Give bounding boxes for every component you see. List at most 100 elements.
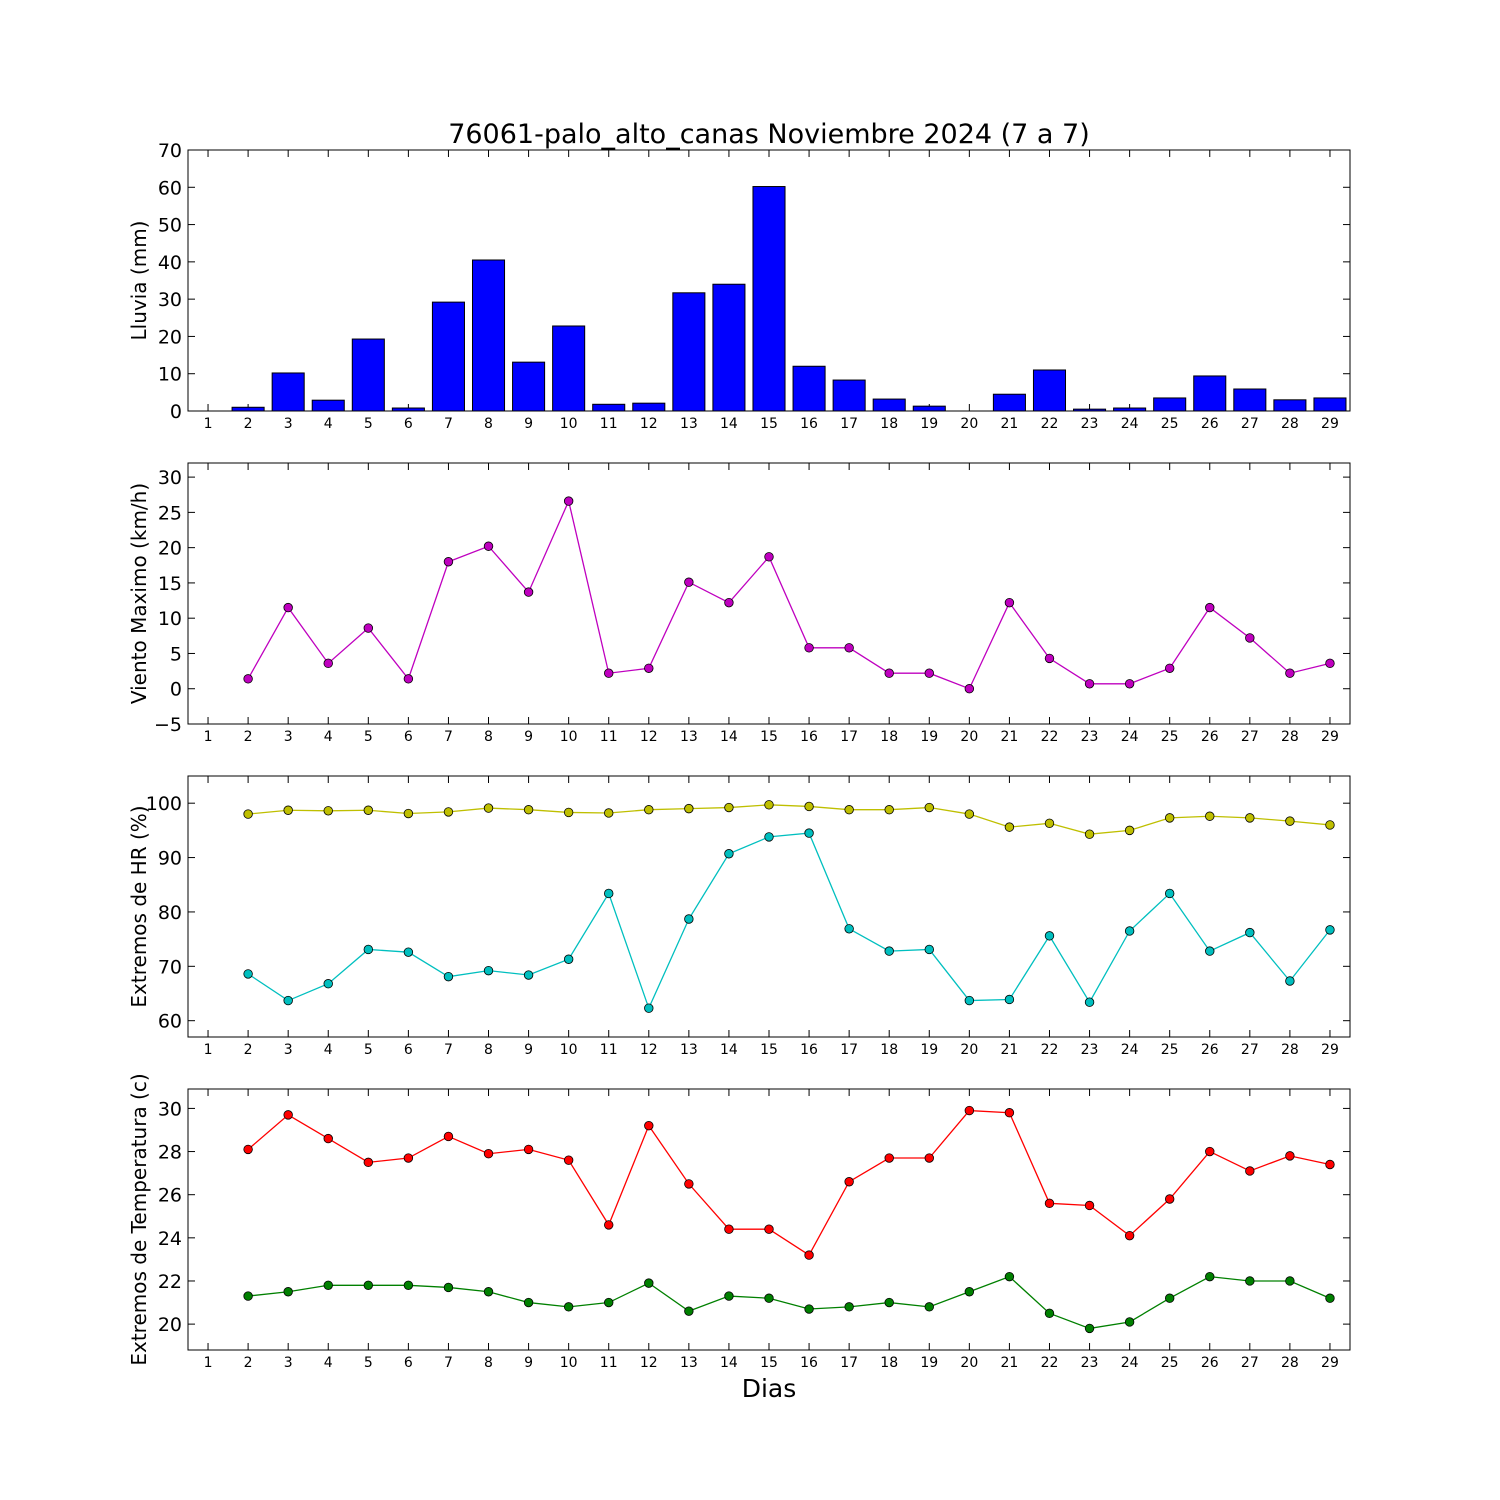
x-tick-label: 19 xyxy=(920,1042,938,1058)
x-tick-label: 8 xyxy=(484,729,493,745)
data-point xyxy=(1004,1108,1015,1118)
y-tick-label: 70 xyxy=(158,956,182,978)
x-tick-label: 11 xyxy=(600,1355,618,1371)
y-tick-label: 10 xyxy=(158,608,182,630)
data-point xyxy=(804,828,814,838)
data-point xyxy=(1124,1230,1135,1241)
data-point xyxy=(283,805,293,815)
x-tick-label: 17 xyxy=(840,1355,858,1371)
data-point xyxy=(1205,946,1215,956)
data-point xyxy=(884,946,894,956)
x-tick-label: 8 xyxy=(484,1355,493,1371)
data-point xyxy=(1004,994,1015,1005)
data-point xyxy=(1245,633,1255,643)
data-point xyxy=(1245,927,1255,938)
x-tick-label: 2 xyxy=(244,1355,253,1371)
data-point xyxy=(403,1280,414,1290)
x-tick-label: 6 xyxy=(404,729,413,745)
y-tick-label: 5 xyxy=(170,643,182,665)
data-point xyxy=(804,1304,814,1314)
data-point xyxy=(523,1297,534,1308)
series-line xyxy=(247,1109,1331,1257)
x-tick-label: 17 xyxy=(840,729,858,745)
data-point xyxy=(443,1282,454,1293)
data-point xyxy=(724,849,734,859)
x-tick-label: 23 xyxy=(1081,416,1099,432)
x-tick-label: 14 xyxy=(720,1355,738,1371)
data-point xyxy=(964,1287,975,1297)
x-tick-label: 6 xyxy=(404,416,413,432)
x-tick-label: 14 xyxy=(720,729,738,745)
y-axis-label: Lluvia (mm) xyxy=(127,221,151,341)
data-point xyxy=(403,1153,414,1163)
data-point xyxy=(964,809,975,819)
data-point xyxy=(443,557,454,567)
data-point xyxy=(964,995,975,1006)
y-tick-label: 100 xyxy=(146,793,182,815)
y-tick-label: 28 xyxy=(158,1142,182,1164)
x-tick-label: 25 xyxy=(1161,1042,1179,1058)
y-tick-label: 20 xyxy=(158,1314,182,1336)
data-point xyxy=(1205,602,1215,613)
bar xyxy=(792,365,826,412)
x-tick-label: 10 xyxy=(560,1042,578,1058)
x-tick-label: 24 xyxy=(1121,1355,1139,1371)
x-tick-label: 12 xyxy=(640,1355,658,1371)
y-tick-label: 70 xyxy=(158,140,182,162)
data-point xyxy=(924,802,934,813)
y-tick-label: 0 xyxy=(170,401,182,423)
y-axis-label: Extremos de HR (%) xyxy=(127,805,151,1007)
x-tick-label: 26 xyxy=(1201,416,1219,432)
x-tick-label: 5 xyxy=(364,729,373,745)
y-tick-label: 60 xyxy=(158,1011,182,1033)
x-tick-label: 6 xyxy=(404,1355,413,1371)
x-tick-label: 21 xyxy=(1000,1042,1018,1058)
data-point xyxy=(724,597,734,608)
data-point xyxy=(1325,1159,1335,1170)
x-tick-label: 21 xyxy=(1000,1355,1018,1371)
bar xyxy=(431,301,465,412)
data-point xyxy=(724,1224,734,1234)
x-tick-label: 20 xyxy=(960,416,978,432)
y-tick-label: 80 xyxy=(158,902,182,924)
data-point xyxy=(363,944,374,955)
x-tick-label: 22 xyxy=(1041,729,1059,745)
data-point xyxy=(804,643,814,653)
bar xyxy=(471,259,506,412)
data-point xyxy=(1084,1323,1095,1334)
data-point xyxy=(1285,816,1295,826)
data-point xyxy=(1124,1317,1135,1327)
y-tick-label: −5 xyxy=(154,714,182,736)
x-tick-label: 28 xyxy=(1281,416,1299,432)
bar xyxy=(1073,408,1107,412)
y-tick-label: 90 xyxy=(158,848,182,870)
data-point xyxy=(764,832,774,842)
data-point xyxy=(764,1293,774,1303)
data-point xyxy=(443,1131,454,1142)
x-tick-label: 9 xyxy=(524,1042,533,1058)
data-point xyxy=(644,1003,654,1013)
y-tick-label: 25 xyxy=(158,502,182,524)
data-point xyxy=(924,1153,934,1163)
x-tick-label: 19 xyxy=(920,1355,938,1371)
x-tick-label: 26 xyxy=(1201,1355,1219,1371)
data-point xyxy=(964,684,975,694)
data-point xyxy=(604,1297,614,1308)
x-tick-label: 17 xyxy=(840,416,858,432)
bar xyxy=(1233,388,1267,412)
data-point xyxy=(924,944,934,955)
data-point xyxy=(684,914,694,924)
data-point xyxy=(1205,1146,1215,1157)
data-point xyxy=(764,1224,774,1234)
data-point xyxy=(884,1297,894,1308)
x-tick-label: 4 xyxy=(324,416,333,432)
data-point xyxy=(483,1149,494,1159)
x-tick-label: 9 xyxy=(524,416,533,432)
x-tick-label: 29 xyxy=(1321,1355,1339,1371)
data-point xyxy=(1124,679,1135,689)
bar xyxy=(1193,375,1227,412)
data-point xyxy=(844,643,854,653)
data-point xyxy=(684,803,694,814)
